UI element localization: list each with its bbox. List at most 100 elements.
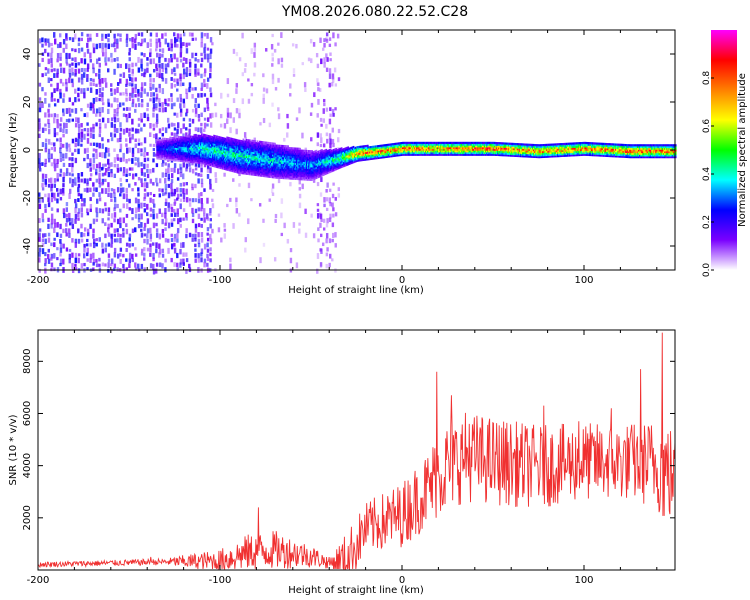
noise-cell [38,97,42,101]
noise-cell [334,42,337,47]
signal-cell [292,157,295,160]
noise-cell [200,32,204,39]
noise-cell [44,238,47,245]
signal-cell [291,148,294,152]
signal-cell [265,170,268,173]
signal-cell [305,168,308,171]
signal-cell [323,168,325,171]
noise-cell [101,188,104,194]
signal-cell [282,158,285,161]
signal-cell [257,170,260,174]
signal-cell [266,141,269,144]
noise-cell [125,88,128,94]
signal-cell [180,142,182,146]
noise-cell [104,233,107,239]
noise-cell [334,212,338,217]
noise-cell [92,262,95,266]
signal-cell [284,150,286,153]
noise-cell [125,113,128,118]
noise-cell [176,33,180,39]
signal-cell [264,148,267,151]
signal-cell [219,146,222,149]
signal-cell [225,146,227,149]
noise-cell [41,213,44,219]
signal-cell [195,161,198,164]
signal-cell [260,169,262,172]
noise-cell [44,252,47,257]
signal-cell [197,156,200,159]
signal-cell [189,155,191,158]
signal-cell [215,135,217,138]
noise-cell [164,227,167,231]
noise-cell [134,267,138,271]
signal-cell [284,173,286,176]
signal-cell [246,147,249,150]
signal-cell [230,164,233,167]
signal-cell [321,152,323,155]
signal-cell [240,158,242,161]
signal-cell [234,164,237,167]
noise-cell [47,138,51,145]
noise-cell [62,128,65,133]
signal-cell [313,164,316,167]
signal-cell [312,176,315,179]
signal-cell [304,171,307,174]
noise-cell [274,87,278,91]
noise-cell [113,173,117,179]
signal-cell [319,165,321,168]
noise-cell [131,228,135,234]
signal-cell [277,153,280,156]
noise-cell [164,172,168,178]
noise-cell [95,73,98,77]
signal-cell [179,142,181,146]
noise-cell [158,137,161,141]
signal-cell [232,170,235,173]
signal-cell [277,154,280,157]
noise-cell [200,63,203,68]
noise-cell [134,262,137,268]
signal-cell [312,158,315,161]
noise-cell [95,163,99,169]
signal-cell [294,152,297,155]
signal-cell [332,164,334,167]
noise-cell [77,77,81,83]
signal-cell [160,139,163,142]
signal-cell [217,166,220,169]
signal-cell [297,162,299,165]
signal-cell [234,157,237,160]
signal-cell [245,164,248,167]
signal-cell [264,170,267,173]
noise-cell [62,38,66,45]
signal-cell [195,151,198,154]
signal-cell [159,150,162,154]
signal-cell [213,156,215,159]
signal-cell [217,139,220,142]
signal-cell [304,168,307,171]
signal-cell [228,138,230,141]
signal-cell [173,155,176,158]
noise-cell [71,238,74,243]
signal-cell [184,156,187,160]
signal-cell [273,169,275,172]
noise-cell [194,233,197,239]
signal-cell [182,151,185,154]
noise-cell [128,198,131,204]
signal-cell [172,147,175,150]
noise-cell [188,202,192,207]
signal-cell [341,160,344,163]
signal-cell [287,165,289,168]
signal-cell [202,135,204,138]
signal-cell [241,165,244,168]
signal-cell [174,149,177,152]
noise-cell [113,117,117,123]
noise-cell [56,138,59,142]
signal-cell [183,158,186,161]
noise-cell [337,77,341,82]
noise-cell [203,163,207,168]
signal-cell [193,134,196,137]
signal-cell [333,152,335,155]
signal-cell [167,149,169,153]
signal-cell [226,154,228,158]
signal-cell [251,163,253,166]
signal-cell [274,172,276,176]
